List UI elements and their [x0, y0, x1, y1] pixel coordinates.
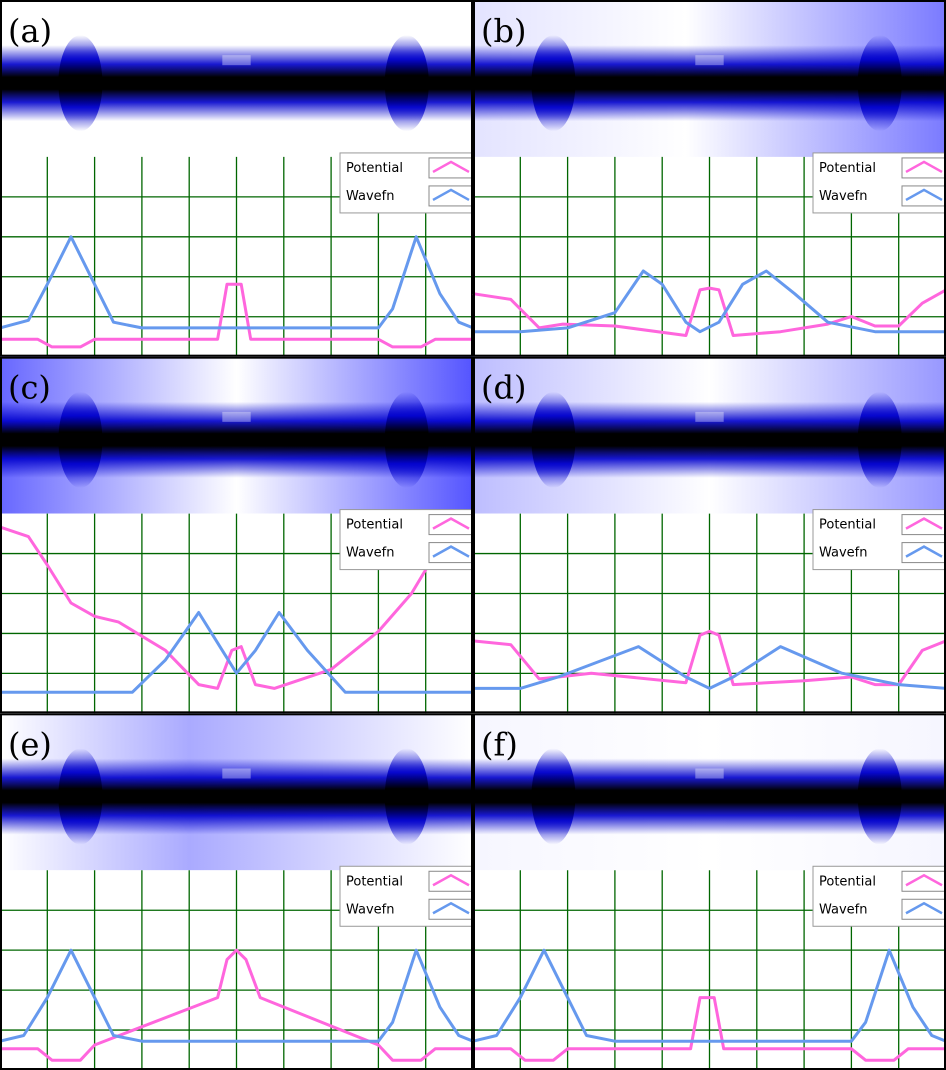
- legend: Potential Wavefn: [812, 152, 946, 214]
- density-bulge: [58, 748, 103, 845]
- series-line-potential: [0, 525, 474, 690]
- series-line-wavefn: [0, 611, 473, 694]
- series-line-potential: [472, 286, 946, 337]
- density-gap: [222, 55, 251, 66]
- series-line-wavefn: [0, 948, 474, 1043]
- legend-swatch-line: [905, 160, 943, 174]
- density-bulge: [384, 748, 429, 845]
- legend-entry-label: Wavefn: [346, 189, 395, 204]
- series-line-wavefn: [0, 235, 474, 330]
- panel-frame: [0, 0, 473, 357]
- panel-frame: [473, 713, 946, 1070]
- legend-swatch-line: [432, 873, 470, 887]
- legend-swatch-line: [432, 517, 470, 530]
- legend-swatch-line: [432, 545, 470, 558]
- legend-entry-label: Wavefn: [346, 546, 395, 561]
- density-bulge: [384, 35, 429, 132]
- legend: Potential Wavefn: [812, 865, 946, 927]
- series-line-wavefn: [473, 269, 946, 334]
- density-gap: [222, 411, 251, 422]
- legend-entry-label: Potential: [346, 518, 403, 533]
- panel-frame: [0, 356, 473, 714]
- legend-swatch-box: [901, 870, 946, 892]
- series-line-potential: [473, 996, 946, 1062]
- legend-entry-label: Wavefn: [819, 546, 868, 561]
- legend-swatch-line: [905, 517, 943, 530]
- series-line-potential: [472, 629, 946, 687]
- legend-entry-label: Potential: [819, 518, 876, 533]
- legend: Potential Wavefn: [339, 865, 474, 927]
- density-bulge: [531, 35, 576, 132]
- legend-swatch-line: [905, 873, 943, 887]
- legend-swatch-box: [901, 514, 946, 536]
- legend: Potential Wavefn: [339, 509, 474, 571]
- legend: Potential Wavefn: [812, 509, 946, 571]
- density-bulge: [531, 391, 576, 488]
- legend-swatch-line: [905, 901, 943, 915]
- density-gap: [695, 411, 724, 422]
- legend-swatch-line: [905, 545, 943, 558]
- panel-e: (e) Potential Wavefn: [0, 713, 474, 1070]
- panel-d: (d) Potential Wavefn: [472, 356, 946, 714]
- density-bulge: [384, 391, 429, 488]
- series-line-potential: [0, 282, 473, 349]
- panel-label: (c): [8, 369, 51, 407]
- legend-entry-label: Potential: [346, 874, 403, 889]
- panel-b: (b) Potential Wavefn: [472, 0, 946, 357]
- density-bulge: [857, 35, 902, 132]
- legend-swatch-box: [901, 542, 946, 564]
- legend-entry-label: Potential: [346, 161, 403, 176]
- panel-f: (f) Potential Wavefn: [472, 713, 946, 1070]
- legend-swatch-box: [901, 898, 946, 920]
- panel-label: (a): [8, 12, 52, 50]
- panel-a: (a) Potential Wavefn: [0, 0, 474, 357]
- grid: [0, 513, 473, 714]
- legend-swatch-line: [432, 901, 470, 915]
- density-bulge: [58, 391, 103, 488]
- density-gap: [222, 768, 251, 779]
- legend-entry-label: Potential: [819, 874, 876, 889]
- legend-entry-label: Wavefn: [819, 189, 868, 204]
- panel-frame: [473, 356, 946, 714]
- series-line-potential: [0, 948, 473, 1062]
- density-bulge: [58, 35, 103, 132]
- density-bulge: [857, 391, 902, 488]
- legend: Potential Wavefn: [339, 152, 474, 214]
- series-line-wavefn: [473, 645, 946, 690]
- series-line-wavefn: [472, 948, 946, 1043]
- legend-entry-label: Wavefn: [819, 902, 868, 917]
- panel-label: (e): [8, 725, 52, 763]
- legend-swatch-line: [432, 188, 470, 202]
- legend-swatch-box: [901, 185, 946, 207]
- density-bulge: [531, 748, 576, 845]
- panel-c: (c) Potential Wavefn: [0, 356, 474, 714]
- density-gap: [695, 768, 724, 779]
- panel-label: (f): [481, 725, 518, 763]
- panel-label: (d): [481, 369, 526, 407]
- legend-entry-label: Potential: [819, 161, 876, 176]
- panel-label: (b): [481, 12, 526, 50]
- panel-frame: [0, 713, 473, 1070]
- legend-swatch-line: [432, 160, 470, 174]
- panel-frame: [473, 0, 946, 357]
- legend-swatch-line: [905, 188, 943, 202]
- density-bulge: [857, 748, 902, 845]
- legend-swatch-box: [901, 157, 946, 179]
- legend-entry-label: Wavefn: [346, 902, 395, 917]
- density-gap: [695, 55, 724, 66]
